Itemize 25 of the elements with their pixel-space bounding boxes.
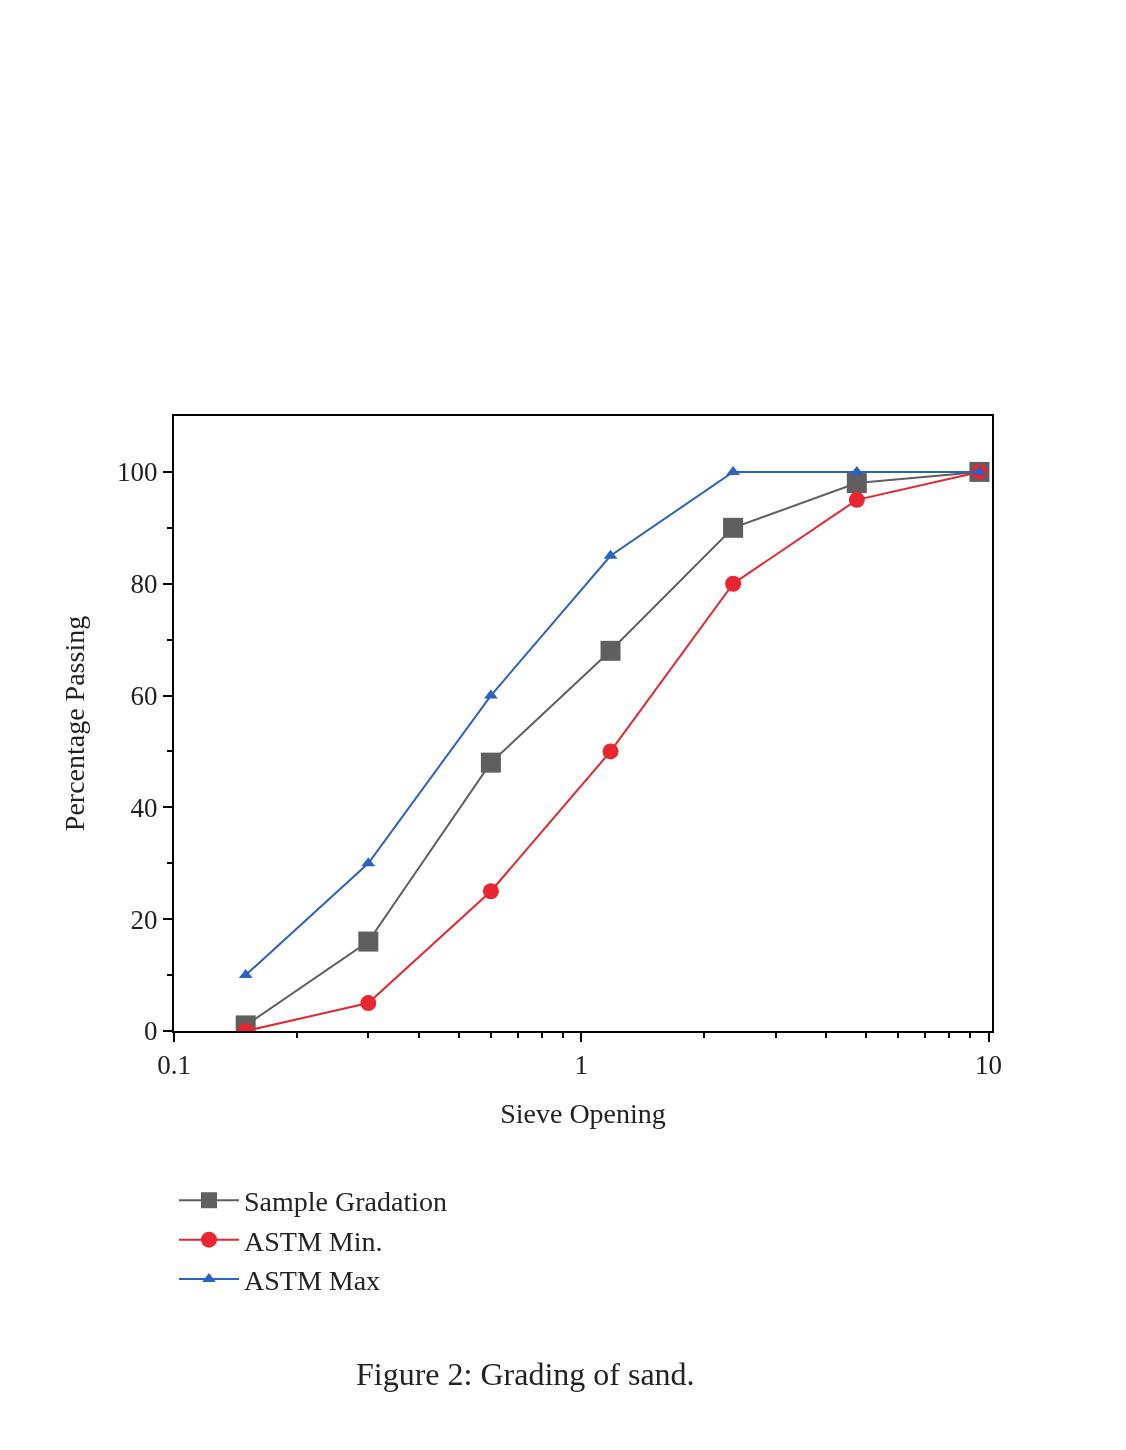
y-tick-label: 40	[130, 792, 158, 823]
x-tick-label: 10	[975, 1050, 1002, 1081]
point	[358, 931, 379, 952]
x-tick-label: 1	[574, 1050, 588, 1081]
point	[846, 473, 867, 494]
point	[360, 995, 377, 1012]
x-axis-title: Sieve Opening	[500, 1098, 666, 1129]
point	[480, 752, 501, 773]
y-tick-label: 20	[130, 904, 158, 935]
point	[725, 575, 742, 592]
y-tick-label: 80	[130, 569, 158, 600]
y-tick-label: 100	[117, 457, 158, 488]
point	[600, 640, 621, 661]
y-axis-title: Percentage Passing	[59, 615, 91, 832]
y-tick-label: 60	[130, 681, 158, 711]
point	[482, 883, 499, 900]
legend-label: ASTM Max	[244, 1264, 381, 1296]
y-tick-label: 0	[144, 1016, 158, 1047]
point	[723, 517, 744, 538]
legend-label: Sample Gradation	[244, 1186, 447, 1218]
point	[848, 491, 865, 508]
legend-label: ASTM Min.	[244, 1225, 383, 1257]
point	[602, 743, 619, 760]
caption: Figure 2: Grading of sand.	[356, 1356, 695, 1392]
x-tick-label: 0.1	[157, 1050, 191, 1081]
